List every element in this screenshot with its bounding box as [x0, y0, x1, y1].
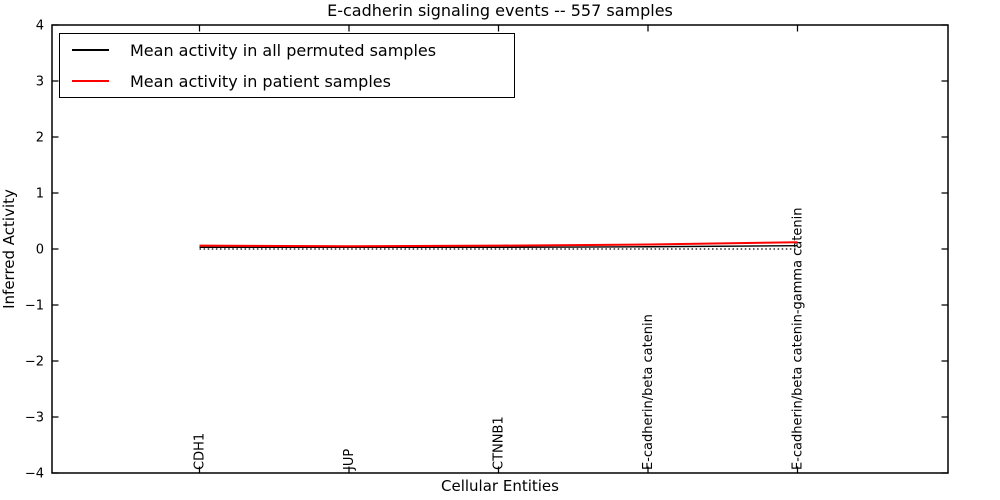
x-tick-label: JUP [342, 449, 357, 471]
chart-title: E-cadherin signaling events -- 557 sampl… [327, 1, 673, 20]
x-tick-label: E-cadherin/beta catenin-gamma catenin [791, 208, 806, 470]
y-tick-label: −2 [25, 355, 44, 370]
legend-label-patient: Mean activity in patient samples [130, 71, 391, 91]
y-tick-label: 3 [36, 75, 44, 90]
legend-label-permuted: Mean activity in all permuted samples [130, 40, 437, 60]
legend: Mean activity in all permuted samples Me… [59, 33, 515, 98]
y-tick-label: 1 [36, 187, 44, 202]
y-tick-label: −4 [25, 467, 44, 482]
legend-line-swatch-red [72, 80, 109, 82]
y-tick-label: −1 [25, 299, 44, 314]
x-tick-label: CDH1 [193, 433, 208, 470]
x-tick-label: CTNNB1 [492, 416, 507, 470]
series-line-1 [199, 241, 798, 248]
y-axis-label: Inferred Activity [0, 189, 18, 309]
legend-item-permuted: Mean activity in all permuted samples [60, 35, 514, 65]
y-tick-label: 2 [36, 131, 44, 146]
x-tick-label: E-cadherin/beta catenin [641, 314, 656, 470]
legend-line-swatch-black [72, 49, 109, 51]
y-tick-label: 0 [36, 243, 44, 258]
y-tick-label: 4 [36, 19, 44, 34]
series-line-0 [199, 244, 798, 249]
x-axis-label: Cellular Entities [441, 477, 559, 495]
legend-item-patient: Mean activity in patient samples [60, 66, 514, 96]
y-tick-label: −3 [25, 411, 44, 426]
